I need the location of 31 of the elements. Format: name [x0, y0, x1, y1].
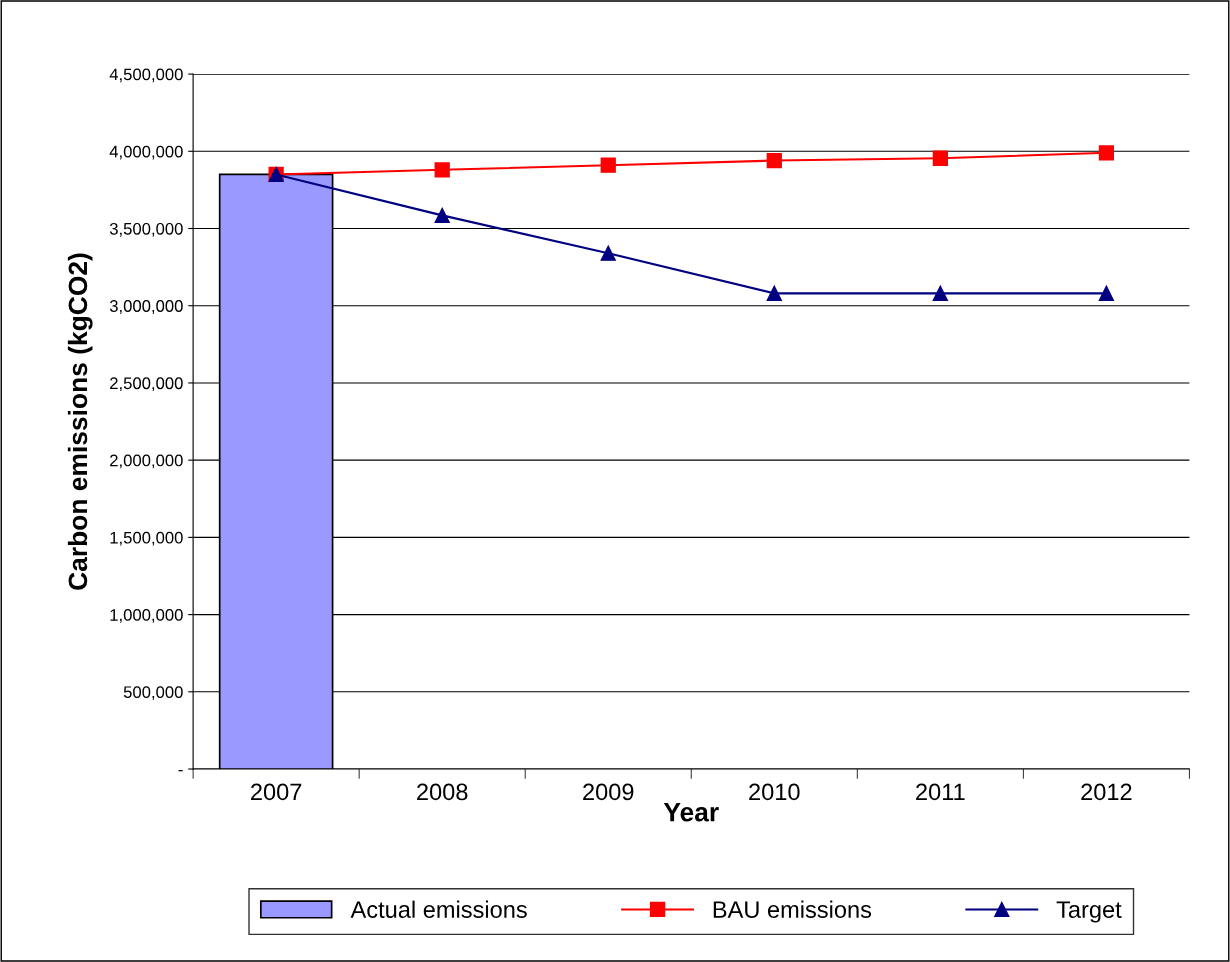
point [766, 285, 782, 302]
point [600, 245, 616, 261]
y-axis-title: Carbon emissions (kgCO2) [67, 253, 93, 590]
point [766, 152, 782, 169]
y-tick-label: 500,000 [123, 686, 183, 700]
legend-label: Target [1056, 901, 1122, 923]
y-tick-label: 4,500,000 [109, 68, 183, 83]
x-tick-label: 2010 [749, 783, 800, 801]
y-tick-label: 3,000,000 [109, 300, 183, 314]
y-tick-label: 1,500,000 [110, 531, 183, 546]
x-tick-label: 2011 [916, 783, 965, 801]
y-tick-label: 1,000,000 [110, 608, 183, 623]
point [1098, 145, 1115, 161]
x-tick-label: 2007 [251, 783, 302, 801]
legend-label: BAU emissions [713, 900, 872, 918]
y-tick-label: 2,000,000 [110, 454, 183, 469]
point [1098, 285, 1115, 302]
legend-label: Actual emissions [350, 900, 527, 918]
point [932, 150, 948, 166]
point [600, 157, 616, 173]
x-tick-label: 2012 [1081, 783, 1132, 801]
point [932, 285, 948, 302]
x-axis-title: Year [663, 803, 719, 822]
y-tick-label: - [178, 769, 183, 772]
x-tick-label: 2008 [417, 783, 468, 801]
y-tick-label: 4,000,000 [109, 145, 183, 160]
point [434, 207, 450, 224]
x-tick-label: 2009 [583, 783, 634, 801]
y-tick-label: 2,500,000 [110, 377, 183, 392]
point [434, 162, 450, 178]
y-tick-label: 3,500,000 [109, 222, 183, 237]
